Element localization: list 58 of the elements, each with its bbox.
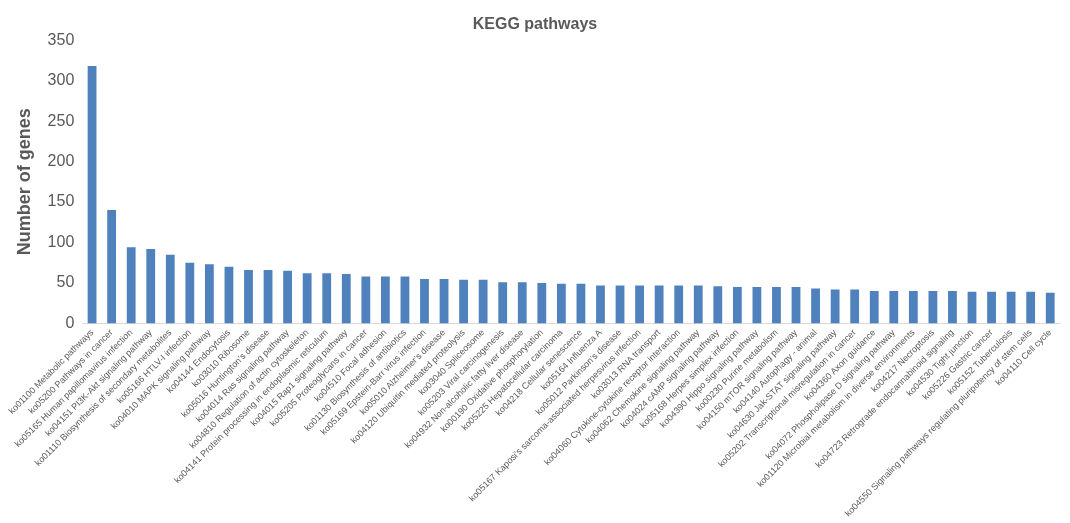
y-tick-label: 300 [47, 71, 75, 89]
bar [791, 286, 801, 324]
bar [811, 288, 820, 324]
bar [850, 289, 860, 324]
bar [830, 289, 840, 324]
bar [713, 286, 723, 324]
bar [987, 291, 996, 324]
bar [693, 285, 703, 324]
bar [928, 291, 938, 324]
bar [674, 285, 684, 324]
bar [654, 285, 664, 324]
bar [498, 282, 508, 324]
bar [322, 273, 332, 324]
bar [107, 210, 117, 324]
bar [556, 283, 566, 324]
bar [380, 276, 390, 324]
bar [400, 276, 410, 324]
bar [87, 66, 97, 324]
bar [948, 291, 957, 324]
bar [244, 270, 253, 324]
bar [869, 291, 879, 324]
y-tick-label: 150 [47, 192, 75, 210]
y-tick-label: 100 [47, 232, 75, 250]
bar [459, 279, 468, 324]
y-axis-title: Number of genes [13, 108, 34, 256]
bar [537, 282, 547, 324]
bar [263, 270, 273, 324]
bar [185, 262, 195, 324]
y-tick-label: 50 [56, 273, 75, 291]
bar [361, 276, 371, 324]
y-tick-label: 250 [47, 111, 75, 129]
bar [752, 286, 762, 324]
bar [732, 286, 742, 324]
chart-title: KEGG pathways [472, 15, 598, 33]
bar [517, 282, 527, 324]
bar [908, 291, 918, 324]
bar [126, 247, 136, 324]
y-tick-label: 200 [47, 151, 75, 169]
bar [146, 248, 156, 324]
bar [1045, 292, 1055, 324]
y-tick-label: 350 [47, 30, 75, 48]
bar [635, 285, 644, 324]
bar [420, 278, 429, 324]
bar [889, 291, 899, 324]
bar [302, 273, 312, 324]
bar [1006, 291, 1016, 324]
bar [341, 274, 351, 324]
bar [615, 285, 625, 324]
bar [478, 279, 488, 324]
bar [224, 266, 234, 324]
bar [205, 264, 214, 324]
bar [283, 270, 293, 324]
bar [439, 278, 449, 324]
bar [596, 285, 605, 324]
y-tick-label: 0 [65, 313, 75, 331]
bar [165, 254, 175, 324]
bar [1026, 291, 1036, 324]
bar [772, 286, 781, 324]
